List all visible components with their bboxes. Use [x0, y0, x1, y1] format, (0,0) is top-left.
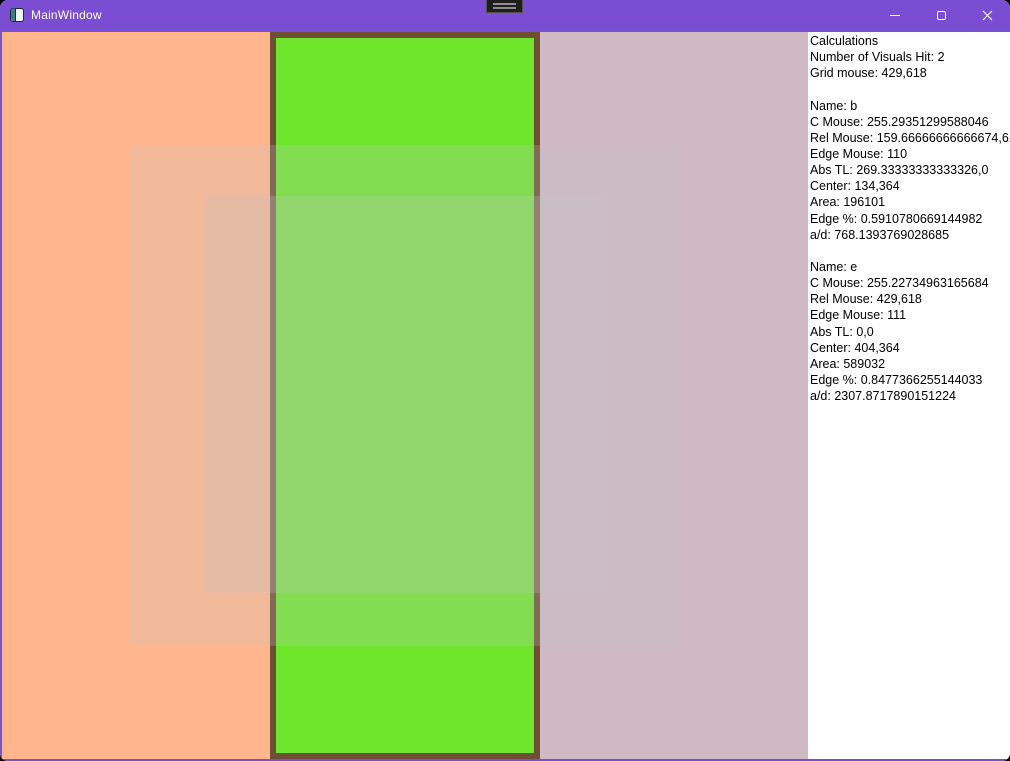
visuals-hit-count: Number of Visuals Hit: 2: [810, 50, 945, 65]
calc-line: Area: 589032: [810, 356, 886, 371]
visual-orange-rect[interactable]: [2, 32, 270, 759]
window-controls: [872, 0, 1010, 30]
calc-line: Abs TL: 0,0: [810, 324, 874, 339]
maximize-icon: [936, 10, 946, 20]
spacer: [810, 81, 1010, 97]
calc-line: Name: b: [810, 98, 858, 113]
calc-line: C Mouse: 255.29351299588046: [810, 114, 989, 129]
overlay-visual-outer[interactable]: [129, 145, 679, 646]
minimize-button[interactable]: [872, 0, 918, 30]
handle-bar: [493, 3, 516, 5]
calc-line: Abs TL: 269.33333333333326,0: [810, 163, 989, 178]
calc-line: Edge %: 0.8477366255144033: [810, 372, 983, 387]
app-icon: [10, 8, 24, 22]
handle-bar: [493, 7, 516, 9]
maximize-button[interactable]: [918, 0, 964, 30]
screen-capture-handle[interactable]: [486, 0, 523, 13]
calc-line: Edge Mouse: 111: [810, 308, 907, 323]
calc-line: Area: 196101: [810, 195, 886, 210]
calc-line: a/d: 2307.8717890151224: [810, 389, 956, 404]
calc-line: Center: 404,364: [810, 340, 900, 355]
window-content: Calculations Number of Visuals Hit: 2 Gr…: [0, 30, 1010, 761]
window-title: MainWindow: [31, 8, 102, 22]
calc-line: Edge %: 0.5910780669144982: [810, 211, 983, 226]
hit-test-canvas[interactable]: [2, 32, 808, 759]
titlebar[interactable]: MainWindow: [0, 0, 1010, 30]
calc-line: Edge Mouse: 110: [810, 146, 908, 161]
grid-mouse-readout: Grid mouse: 429,618: [810, 66, 927, 81]
minimize-icon: [890, 14, 900, 16]
close-icon: [982, 10, 992, 20]
calc-line: Rel Mouse: 159.66666666666674,618: [810, 130, 1010, 145]
spacer: [810, 243, 1010, 259]
close-button[interactable]: [964, 0, 1010, 30]
overlay-visual-inner[interactable]: [206, 196, 605, 593]
calc-line: Center: 134,364: [810, 179, 900, 194]
visual-b-rect[interactable]: [270, 32, 540, 759]
calc-line: a/d: 768.1393769028685: [810, 227, 950, 242]
calc-line: Rel Mouse: 429,618: [810, 292, 922, 307]
calc-line: C Mouse: 255.22734963165684: [810, 276, 989, 291]
panel-title: Calculations: [810, 34, 879, 48]
calc-line: Name: e: [810, 259, 858, 274]
calculations-panel: Calculations Number of Visuals Hit: 2 Gr…: [808, 32, 1010, 759]
